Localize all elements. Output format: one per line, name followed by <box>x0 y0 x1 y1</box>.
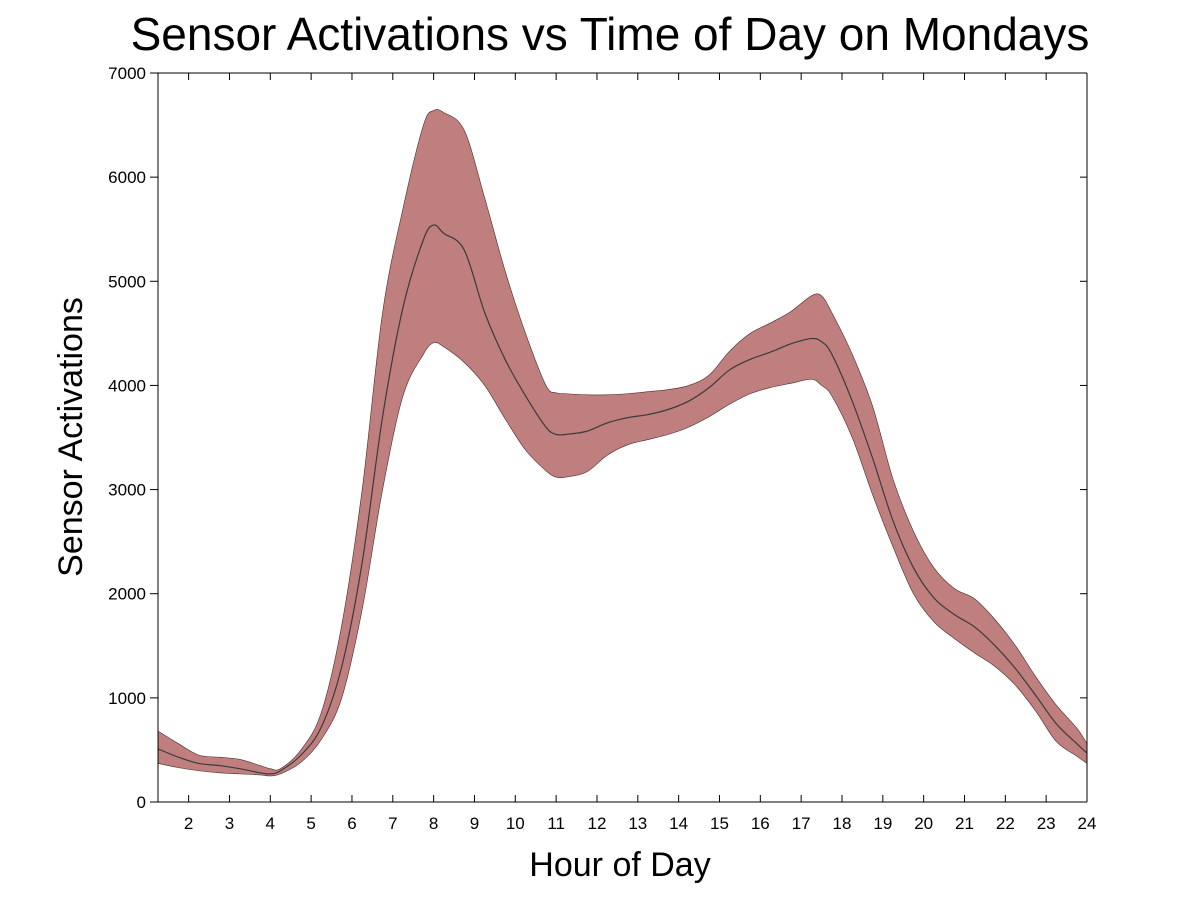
x-tick-label: 21 <box>955 814 974 833</box>
x-tick-label: 20 <box>914 814 933 833</box>
y-tick-label: 3000 <box>108 481 146 500</box>
x-tick-label: 17 <box>792 814 811 833</box>
x-tick-label: 14 <box>669 814 688 833</box>
y-tick-label: 7000 <box>108 64 146 83</box>
x-tick-label: 16 <box>751 814 770 833</box>
y-tick-label: 6000 <box>108 168 146 187</box>
x-tick-label: 11 <box>547 814 565 833</box>
x-tick-label: 9 <box>470 814 479 833</box>
x-tick-label: 13 <box>628 814 647 833</box>
x-tick-label: 24 <box>1078 814 1097 833</box>
y-tick-label: 0 <box>137 793 146 812</box>
x-tick-label: 18 <box>833 814 852 833</box>
x-tick-label: 19 <box>873 814 892 833</box>
x-tick-label: 15 <box>710 814 729 833</box>
x-tick-label: 6 <box>347 814 356 833</box>
y-tick-label: 1000 <box>108 689 146 708</box>
x-tick-label: 3 <box>225 814 234 833</box>
y-tick-label: 5000 <box>108 272 146 291</box>
y-tick-label: 2000 <box>108 585 146 604</box>
x-tick-label: 5 <box>306 814 315 833</box>
x-tick-label: 10 <box>506 814 525 833</box>
x-tick-label: 8 <box>429 814 438 833</box>
x-tick-label: 4 <box>266 814 275 833</box>
y-tick-label: 4000 <box>108 376 146 395</box>
x-tick-label: 7 <box>388 814 397 833</box>
confidence-band <box>157 109 1088 777</box>
y-axis-label: Sensor Activations <box>52 297 90 577</box>
x-tick-label: 12 <box>588 814 607 833</box>
chart-title: Sensor Activations vs Time of Day on Mon… <box>131 8 1090 60</box>
x-tick-label: 22 <box>996 814 1015 833</box>
plot-area <box>157 109 1088 777</box>
series-line-mean <box>157 224 1088 775</box>
x-tick-label: 2 <box>184 814 193 833</box>
x-tick-label: 23 <box>1037 814 1056 833</box>
x-axis-label: Hour of Day <box>529 846 710 884</box>
